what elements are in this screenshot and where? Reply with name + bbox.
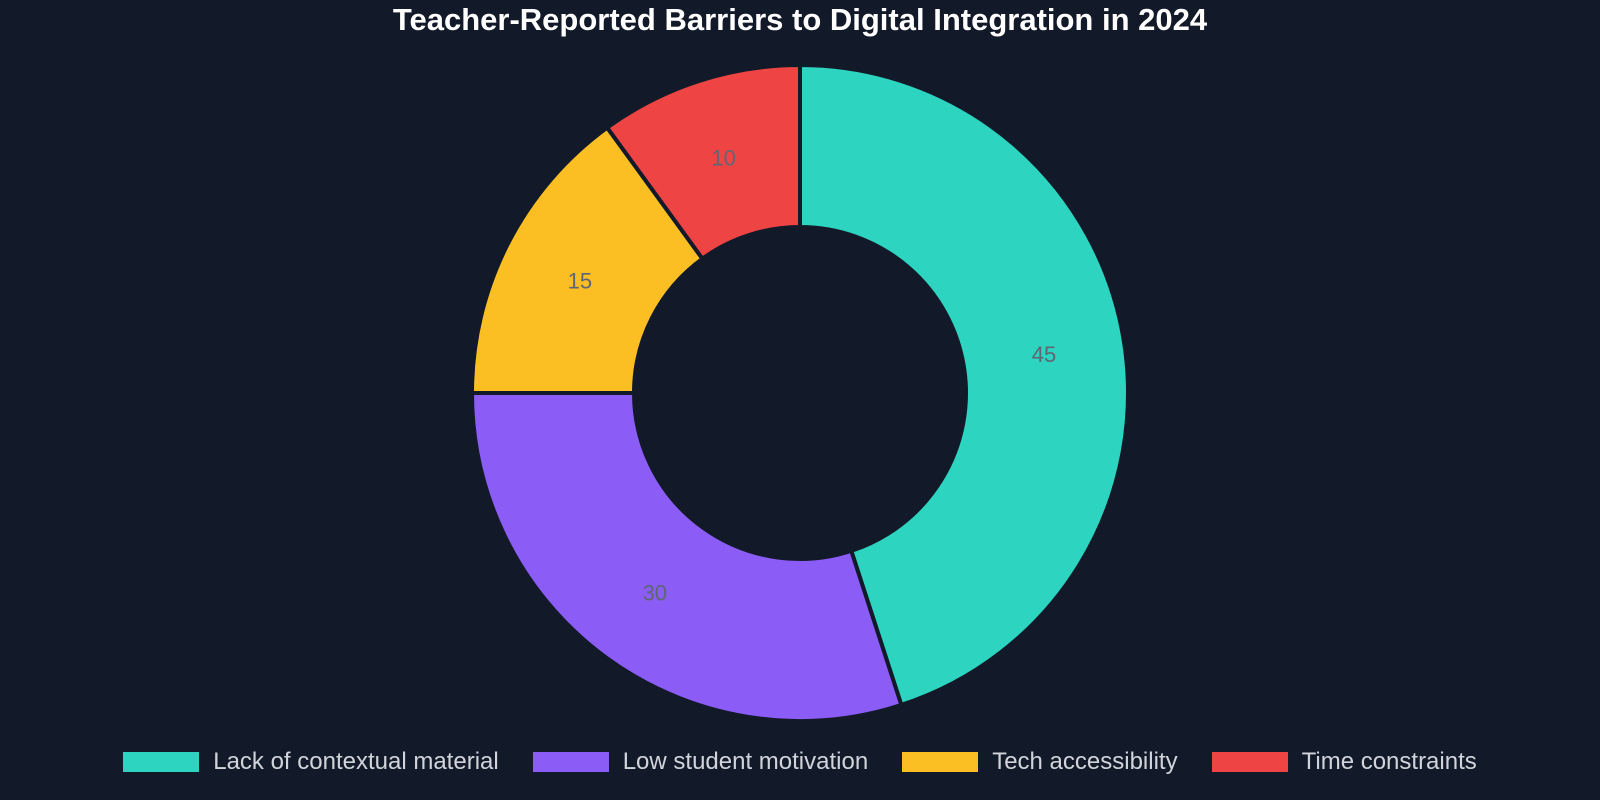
donut-slice-2[interactable] [469, 391, 904, 723]
donut-slice-3[interactable] [469, 124, 706, 395]
legend-swatch [902, 752, 979, 772]
legend: Lack of contextual material Low student m… [0, 748, 1600, 776]
legend-item[interactable]: Tech accessibility [902, 748, 1178, 776]
legend-label: Tech accessibility [992, 748, 1178, 775]
legend-swatch [532, 752, 609, 772]
legend-item[interactable]: Low student motivation [532, 748, 869, 776]
slice-value-label: 10 [711, 146, 735, 171]
donut-slice-1[interactable] [798, 62, 1130, 708]
legend-item[interactable]: Time constraints [1211, 748, 1477, 776]
slice-value-label: 30 [643, 580, 667, 605]
legend-label: Lack of contextual material [213, 748, 499, 775]
slice-value-label: 45 [1032, 342, 1056, 367]
legend-swatch [1211, 752, 1288, 772]
legend-label: Low student motivation [622, 748, 869, 775]
legend-item[interactable]: Lack of contextual material [123, 748, 499, 776]
slice-value-label: 15 [568, 268, 592, 293]
chart-title: Teacher-Reported Barriers to Digital Int… [392, 2, 1208, 37]
legend-label: Time constraints [1301, 748, 1477, 775]
donut-slice-4[interactable] [604, 62, 802, 262]
legend-swatch [123, 752, 200, 772]
